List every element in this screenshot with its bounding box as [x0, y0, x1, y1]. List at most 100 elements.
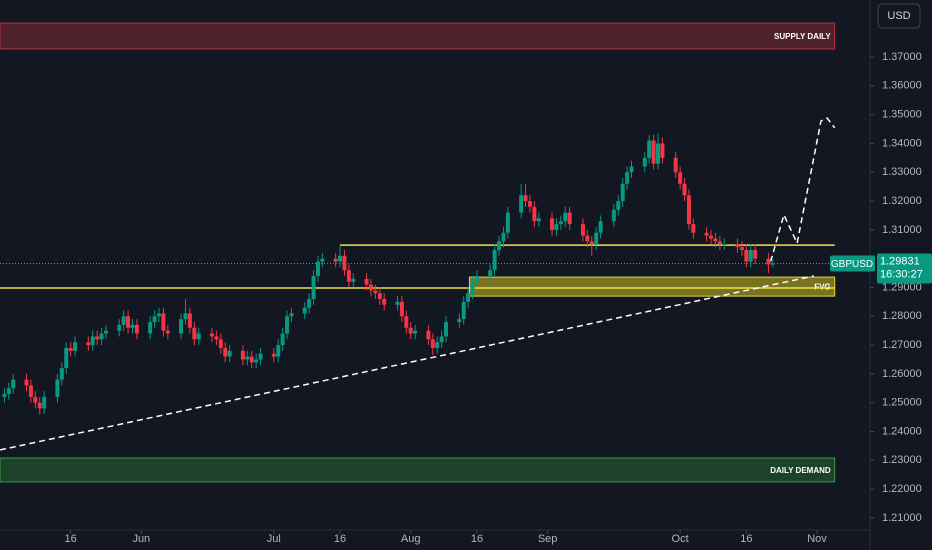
candle-body	[320, 258, 325, 262]
candle-body	[523, 195, 528, 202]
candle-body	[492, 250, 497, 271]
x-tick-label: 16	[471, 533, 483, 545]
candle-body	[223, 347, 228, 357]
candle-body	[302, 307, 307, 314]
currency-button[interactable]: USD	[877, 3, 921, 29]
candle-body	[33, 396, 38, 403]
candle-body	[342, 255, 347, 271]
x-tick-label: Sep	[538, 533, 558, 545]
candle-body	[527, 201, 532, 207]
candle-body	[346, 270, 351, 282]
candle-body	[214, 336, 219, 340]
candle-body	[753, 250, 758, 259]
candle-body	[333, 258, 338, 262]
candle-body	[563, 212, 568, 222]
price-tag	[877, 253, 932, 284]
candle-body	[156, 313, 161, 317]
candle-body	[461, 301, 466, 320]
candle-body	[770, 263, 775, 265]
candle-body	[594, 232, 599, 245]
candle-body	[505, 212, 510, 233]
candle-body	[426, 330, 431, 340]
candle-body	[68, 347, 73, 351]
candle-body	[368, 284, 373, 291]
candle-body	[642, 157, 647, 167]
candle-body	[196, 333, 201, 340]
candle-body	[519, 195, 524, 213]
candle-body	[187, 313, 192, 328]
candle-body	[165, 330, 170, 334]
candle-body	[413, 330, 418, 334]
candle-body	[121, 316, 126, 325]
candle-body	[567, 212, 572, 225]
candle-body	[126, 316, 131, 328]
candle-body	[37, 402, 42, 409]
x-tick-label: 16	[65, 533, 77, 545]
candle-body	[227, 350, 232, 357]
candle-body	[717, 241, 722, 245]
candle-body	[629, 166, 634, 173]
candle-body	[382, 298, 387, 305]
candle-body	[152, 316, 157, 323]
candle-body	[377, 293, 382, 299]
candle-body	[616, 201, 621, 210]
y-tick-label: 1.32000	[882, 195, 922, 207]
candle-body	[64, 347, 69, 369]
candle-body	[249, 356, 254, 363]
candle-body	[678, 172, 683, 184]
y-tick-label: 1.35000	[882, 109, 922, 121]
candle-body	[311, 275, 316, 299]
y-tick-label: 1.28000	[882, 310, 922, 322]
y-tick-label: 1.37000	[882, 51, 922, 63]
zone	[468, 276, 836, 297]
candle-body	[307, 298, 312, 308]
candle-body	[686, 195, 691, 225]
candle-body	[713, 238, 718, 242]
candle-body	[6, 388, 11, 395]
candle-body	[315, 261, 320, 276]
candle-body	[470, 281, 475, 294]
y-tick-label: 1.27000	[882, 339, 922, 351]
candle-body	[209, 333, 214, 337]
candle-body	[95, 336, 100, 340]
zone	[0, 22, 836, 50]
x-tick-label: 16	[740, 533, 752, 545]
button-frame	[877, 3, 921, 29]
candle-body	[179, 319, 184, 334]
candle-body	[364, 278, 369, 285]
y-tick-label: 1.36000	[882, 80, 922, 92]
candle-body	[439, 336, 444, 343]
x-tick-label: 16	[334, 533, 346, 545]
candle-body	[192, 327, 197, 340]
candle-body	[585, 235, 590, 242]
x-tick-label: Nov	[807, 533, 827, 545]
candle-body	[289, 313, 294, 317]
time-left-label: 16:30:27	[880, 268, 923, 280]
candle-body	[558, 221, 563, 225]
candle-body	[682, 183, 687, 196]
candle-body	[554, 224, 559, 230]
candle-body	[351, 278, 356, 282]
candle-body	[580, 224, 585, 236]
candle-body	[218, 339, 223, 348]
candle-body	[457, 319, 462, 323]
candle-body	[435, 342, 440, 348]
symbol-tag	[830, 255, 875, 272]
candle-body	[254, 359, 259, 363]
candle-body	[408, 327, 413, 334]
candle-body	[240, 350, 245, 360]
candle-body	[258, 353, 263, 360]
candle-body	[73, 342, 78, 351]
candle-body	[497, 241, 502, 251]
zone-label: SUPPLY DAILY	[774, 32, 831, 41]
y-tick-label: 1.24000	[882, 425, 922, 437]
candle-body	[673, 157, 678, 173]
candle-body	[399, 301, 404, 317]
drawing-line	[0, 275, 815, 451]
candle-body	[748, 250, 753, 262]
candle-body	[589, 241, 594, 245]
last-price-label: 1.29831	[880, 255, 920, 267]
y-tick-label: 1.29000	[882, 281, 922, 293]
y-tick-label: 1.33000	[882, 166, 922, 178]
currency-label: USD	[887, 10, 910, 22]
